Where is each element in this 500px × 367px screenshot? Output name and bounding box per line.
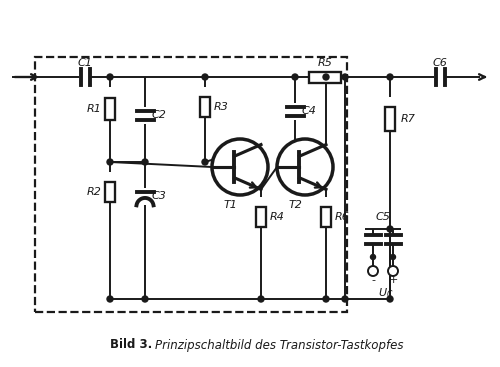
Text: C1: C1	[78, 58, 92, 68]
Text: T2: T2	[288, 200, 302, 210]
Text: T1: T1	[223, 200, 237, 210]
Bar	[385, 107, 395, 131]
Text: R7: R7	[400, 114, 415, 124]
Circle shape	[107, 296, 113, 302]
Circle shape	[390, 254, 396, 259]
Circle shape	[142, 296, 148, 302]
Text: R1: R1	[86, 104, 102, 114]
Circle shape	[387, 296, 393, 302]
Text: -: -	[371, 275, 375, 285]
Circle shape	[370, 254, 376, 259]
Circle shape	[323, 74, 329, 80]
Circle shape	[258, 296, 264, 302]
Text: C2: C2	[152, 110, 166, 120]
Circle shape	[202, 74, 208, 80]
Circle shape	[323, 296, 329, 302]
Circle shape	[202, 159, 208, 165]
Circle shape	[368, 266, 378, 276]
Text: C5: C5	[376, 212, 390, 222]
Circle shape	[142, 159, 148, 165]
Text: C3: C3	[152, 191, 166, 201]
Bar	[321, 207, 331, 228]
Circle shape	[387, 226, 393, 232]
Text: C4: C4	[302, 106, 316, 116]
Text: Prinzipschaltbild des Transistor-Tastkopfes: Prinzipschaltbild des Transistor-Tastkop…	[155, 338, 404, 352]
Text: R6: R6	[334, 212, 349, 222]
Circle shape	[387, 74, 393, 80]
Text: R2: R2	[86, 187, 102, 197]
Text: $U_C$: $U_C$	[378, 286, 394, 300]
Text: Bild 3.: Bild 3.	[110, 338, 152, 352]
Bar	[309, 72, 341, 83]
Text: R4: R4	[270, 212, 284, 222]
Circle shape	[107, 74, 113, 80]
Text: +: +	[388, 275, 398, 285]
Bar	[105, 98, 115, 120]
Text: C6: C6	[432, 58, 448, 68]
Circle shape	[342, 296, 348, 302]
Circle shape	[212, 139, 268, 195]
Circle shape	[388, 266, 398, 276]
Circle shape	[277, 139, 333, 195]
Circle shape	[292, 74, 298, 80]
Circle shape	[342, 74, 348, 80]
Bar	[35, 57, 347, 312]
Bar	[256, 207, 266, 228]
Circle shape	[107, 159, 113, 165]
Bar	[200, 97, 210, 117]
Bar	[105, 182, 115, 202]
Text: R3: R3	[214, 102, 228, 112]
Text: R5: R5	[318, 58, 332, 68]
